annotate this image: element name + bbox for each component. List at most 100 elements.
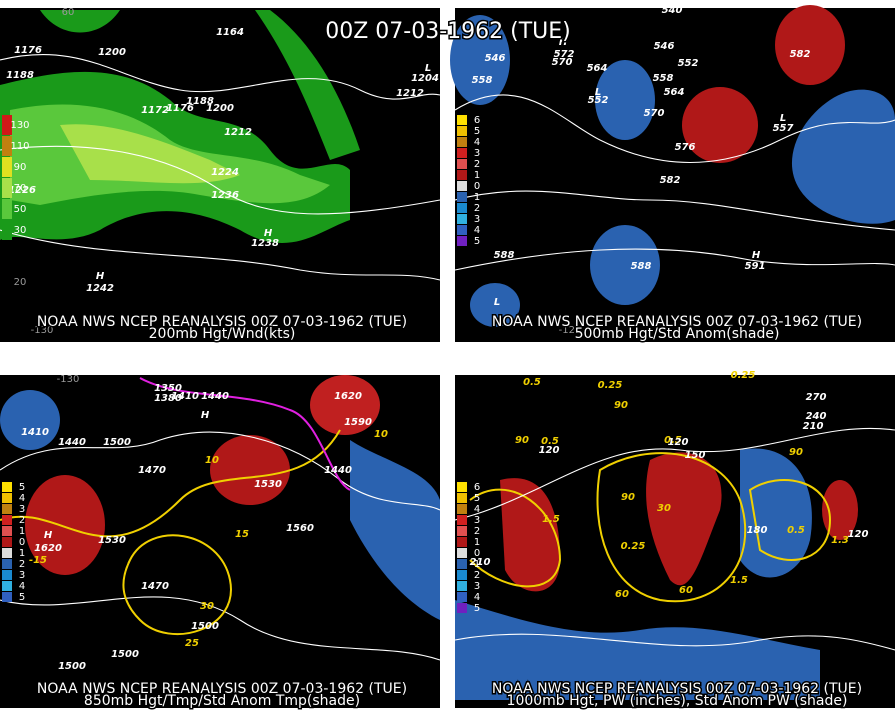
legend-label: 5 <box>474 236 480 247</box>
contour-label: 15 <box>235 529 249 540</box>
legend-label: 6 <box>474 482 480 493</box>
contour-label: 588 <box>494 250 515 261</box>
legend-swatch <box>457 603 467 613</box>
contour-label: 1.5 <box>542 514 560 525</box>
legend-label: 2 <box>474 203 480 214</box>
contour-label: 10 <box>205 455 219 466</box>
map-feature <box>310 375 380 435</box>
legend-label: 4 <box>19 493 25 504</box>
map-feature <box>0 429 341 538</box>
contour-label: 10 <box>374 429 388 440</box>
contour-label: 540 <box>662 5 683 16</box>
map-feature <box>748 479 832 561</box>
legend-swatch <box>457 548 467 558</box>
source-label: NOAA NWS NCEP REANALYSIS 00Z 07-03-1962 … <box>492 681 862 697</box>
geo-label: 60 <box>62 7 75 18</box>
legend-label: 4 <box>474 592 480 603</box>
map-feature <box>0 145 441 215</box>
legend-label: 2 <box>19 559 25 570</box>
caption: 850mb Hgt/Tmp/Std Anom Tmp(shade) <box>84 693 360 709</box>
map-feature <box>822 480 858 540</box>
contour-label: 582 <box>660 175 681 186</box>
legend-swatch <box>457 537 467 547</box>
legend-swatch <box>457 581 467 591</box>
contour-label: 150 <box>685 450 706 461</box>
contour-label: 564 <box>664 87 685 98</box>
contour-label: 1176 <box>14 45 42 56</box>
contour-label: 570 <box>552 57 573 68</box>
contour-label: 1350 <box>154 383 182 394</box>
contour-label: 1530 <box>98 535 126 546</box>
map-feature <box>210 435 290 505</box>
legend-swatch <box>457 203 467 213</box>
contour-label: 1238 <box>251 238 279 249</box>
legend-label: 4 <box>19 581 25 592</box>
contour-label: 25 <box>185 638 199 649</box>
contour-label: 1164 <box>216 27 244 38</box>
legend-swatch <box>457 159 467 169</box>
contour-label: 120 <box>539 445 560 456</box>
contour-label: 210 <box>470 557 491 568</box>
title: 00Z 07-03-1962 (TUE) <box>325 19 571 44</box>
map-feature <box>682 87 758 163</box>
map-feature <box>139 377 351 491</box>
contour-label: H <box>201 410 210 421</box>
legend-label: 1 <box>19 548 25 559</box>
contour-label: 0.25 <box>598 380 623 391</box>
legend-label: 6 <box>474 115 480 126</box>
contour-label: 120 <box>668 437 689 448</box>
map-feature <box>470 283 520 327</box>
legend-label: 1 <box>474 170 480 181</box>
legend-label: 2 <box>19 515 25 526</box>
contour-label: 30 <box>200 601 214 612</box>
legend-label: 4 <box>474 504 480 515</box>
legend-swatch <box>457 148 467 158</box>
legend-swatch <box>2 570 12 580</box>
contour-label: 1380 <box>154 393 182 404</box>
contour-label: 120 <box>848 529 869 540</box>
contour-label: 1224 <box>211 167 239 178</box>
map-feature <box>0 431 441 511</box>
contour-label: 1500 <box>103 437 131 448</box>
contour-label: 576 <box>675 142 696 153</box>
legend-swatch <box>2 220 12 240</box>
contour-label: 1500 <box>58 661 86 672</box>
source-label: NOAA NWS NCEP REANALYSIS 00Z 07-03-1962 … <box>492 314 862 330</box>
map-feature <box>25 475 105 575</box>
map-feature <box>454 94 895 164</box>
contour-label: 1410 <box>171 391 199 402</box>
legend-swatch <box>457 515 467 525</box>
map-feature <box>595 60 655 140</box>
map-feature <box>0 229 441 281</box>
legend-swatch <box>457 482 467 492</box>
contour-label: 1212 <box>396 88 424 99</box>
contour-label: 90 <box>515 435 529 446</box>
contour-label: 1440 <box>58 437 86 448</box>
caption: 500mb Hgt/Std Anom(shade) <box>575 326 780 342</box>
contour-label: 1188 <box>6 70 34 81</box>
contour-label: 546 <box>654 41 675 52</box>
legend-swatch <box>457 236 467 246</box>
contour-label: 1560 <box>286 523 314 534</box>
legend-swatch <box>457 170 467 180</box>
legend-label: 1 <box>474 559 480 570</box>
legend-swatch <box>2 559 12 569</box>
contour-label: 1200 <box>206 103 234 114</box>
legend-label: 3 <box>474 148 480 159</box>
legend-swatch <box>2 592 12 602</box>
contour-label: 60 <box>615 589 629 600</box>
contour-label: 240 <box>806 411 827 422</box>
legend-label: 50 <box>14 204 27 215</box>
contour-label: 90 <box>621 492 635 503</box>
legend-swatch <box>2 526 12 536</box>
contour-label: L <box>494 297 500 308</box>
geo-label: -120 <box>559 325 582 336</box>
legend-label: 5 <box>19 482 25 493</box>
map-feature <box>455 600 820 700</box>
contour-label: 210 <box>803 421 824 432</box>
contour-label: 30 <box>657 503 671 514</box>
source-label: NOAA NWS NCEP REANALYSIS 00Z 07-03-1962 … <box>37 681 407 697</box>
contour-label: 1188 <box>186 96 214 107</box>
legend-swatch <box>457 181 467 191</box>
map-feature <box>60 124 240 184</box>
